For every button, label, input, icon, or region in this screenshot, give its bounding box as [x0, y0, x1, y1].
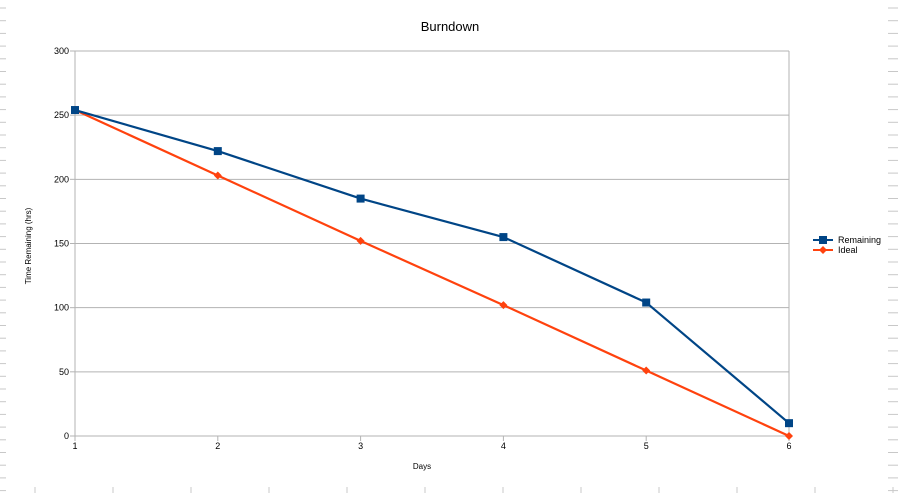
y-tick-label: 250 [54, 110, 69, 120]
ideal-data-point [785, 432, 793, 440]
y-tick-label: 300 [54, 46, 69, 56]
y-tick-label: 0 [64, 431, 69, 441]
legend-swatch-marker [819, 246, 827, 254]
ideal-line [74, 109, 790, 437]
ideal-data-point [213, 171, 222, 180]
chart-series [71, 106, 793, 440]
x-tick-label: 1 [72, 441, 77, 451]
remaining-line [74, 108, 790, 425]
x-tick-label: 6 [786, 441, 791, 451]
remaining-data-point [642, 298, 651, 307]
y-tick-label: 50 [59, 367, 69, 377]
remaining-data-point [213, 147, 222, 156]
x-tick-label: 2 [215, 441, 220, 451]
y-tick-label: 200 [54, 174, 69, 184]
legend-label-remaining: Remaining [838, 235, 881, 245]
y-tick-label: 100 [54, 303, 69, 313]
series-ideal [71, 106, 793, 440]
x-axis-title: Days [413, 462, 431, 471]
remaining-data-point [499, 233, 508, 242]
y-tick-label: 150 [54, 239, 69, 249]
y-axis-ticks: 0 50 100 150 200 250 300 [54, 46, 75, 441]
series-remaining [71, 106, 793, 428]
remaining-data-point [785, 419, 793, 428]
legend-item-ideal: Ideal [813, 245, 858, 255]
x-axis-ticks: 1 2 3 4 5 6 [72, 436, 792, 451]
ideal-data-point [356, 236, 365, 245]
remaining-data-point [71, 106, 79, 115]
x-tick-label: 4 [501, 441, 506, 451]
ideal-data-point [642, 366, 651, 375]
chart-gridlines [75, 50, 789, 437]
x-tick-label: 3 [358, 441, 363, 451]
legend-swatch-marker [819, 236, 827, 244]
legend-label-ideal: Ideal [838, 245, 858, 255]
legend-item-remaining: Remaining [813, 235, 881, 245]
x-tick-label: 5 [644, 441, 649, 451]
y-axis-title: Time Remaining (hrs) [24, 207, 33, 284]
sheet-gridmarks [0, 7, 898, 493]
ideal-data-point [499, 301, 508, 310]
remaining-data-point [356, 194, 365, 203]
chart-title: Burndown [421, 19, 480, 34]
